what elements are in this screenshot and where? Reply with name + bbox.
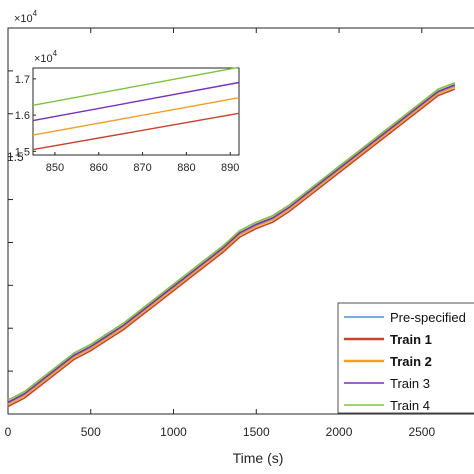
inset-y-multiplier: ×104 (34, 49, 58, 65)
main-x-ticks: 0 500 1000 1500 2000 2500 (5, 28, 435, 439)
legend-label: Train 2 (390, 354, 432, 369)
y-multiplier-exponent: 4 (33, 9, 38, 18)
series-line-train-4 (7, 81, 456, 401)
inset-series-lines (32, 66, 240, 151)
y-multiplier: ×104 (14, 9, 38, 25)
inset-x-tick-label: 870 (133, 162, 151, 174)
legend: Pre-specified Train 1 Train 2 Train 3 Train … (337, 302, 474, 414)
series-line-train-1 (7, 88, 456, 408)
inset-x-ticks: 850 860 870 880 890 (46, 152, 239, 174)
inset-x-tick-label: 850 (46, 162, 64, 174)
main-y-ticks: 1.5 (7, 70, 24, 372)
inset-x-tick-label: 880 (177, 162, 195, 174)
inset-y-tick-label: 1.6 (15, 110, 30, 122)
inset-y-multiplier-exponent: 4 (53, 49, 58, 58)
main-y-tick-label: 1.5 (7, 150, 24, 164)
inset-series-line-train-4 (32, 66, 240, 106)
x-axis-label: Time (s) (233, 450, 284, 466)
series-line-train-3 (7, 84, 456, 403)
inset-series-line-train-2 (32, 97, 240, 136)
legend-label: Pre-specified (390, 310, 466, 325)
legend-label: Train 4 (390, 398, 430, 413)
inset-series-line-train-3 (32, 81, 240, 122)
inset-y-tick-label: 1.5 (15, 146, 30, 158)
series-line-train-2 (7, 86, 456, 406)
main-x-tick-label: 2500 (408, 425, 435, 439)
legend-label: Train 1 (390, 332, 432, 347)
inset-y-ticks: 1.5 1.6 1.7 (15, 74, 36, 158)
main-x-tick-label: 1500 (243, 425, 270, 439)
inset-x-tick-label: 860 (90, 162, 108, 174)
inset-axes-box (32, 67, 240, 156)
inset-y-tick-label: 1.7 (15, 74, 30, 86)
inset-series-line-train-1 (32, 112, 240, 151)
main-x-tick-label: 2000 (326, 425, 353, 439)
inset-x-tick-label: 890 (221, 162, 239, 174)
main-x-tick-label: 1000 (160, 425, 187, 439)
main-series-lines (7, 81, 456, 408)
main-x-tick-label: 500 (81, 425, 101, 439)
legend-box (337, 302, 474, 414)
main-x-tick-label: 0 (5, 425, 12, 439)
legend-label: Train 3 (390, 376, 430, 391)
